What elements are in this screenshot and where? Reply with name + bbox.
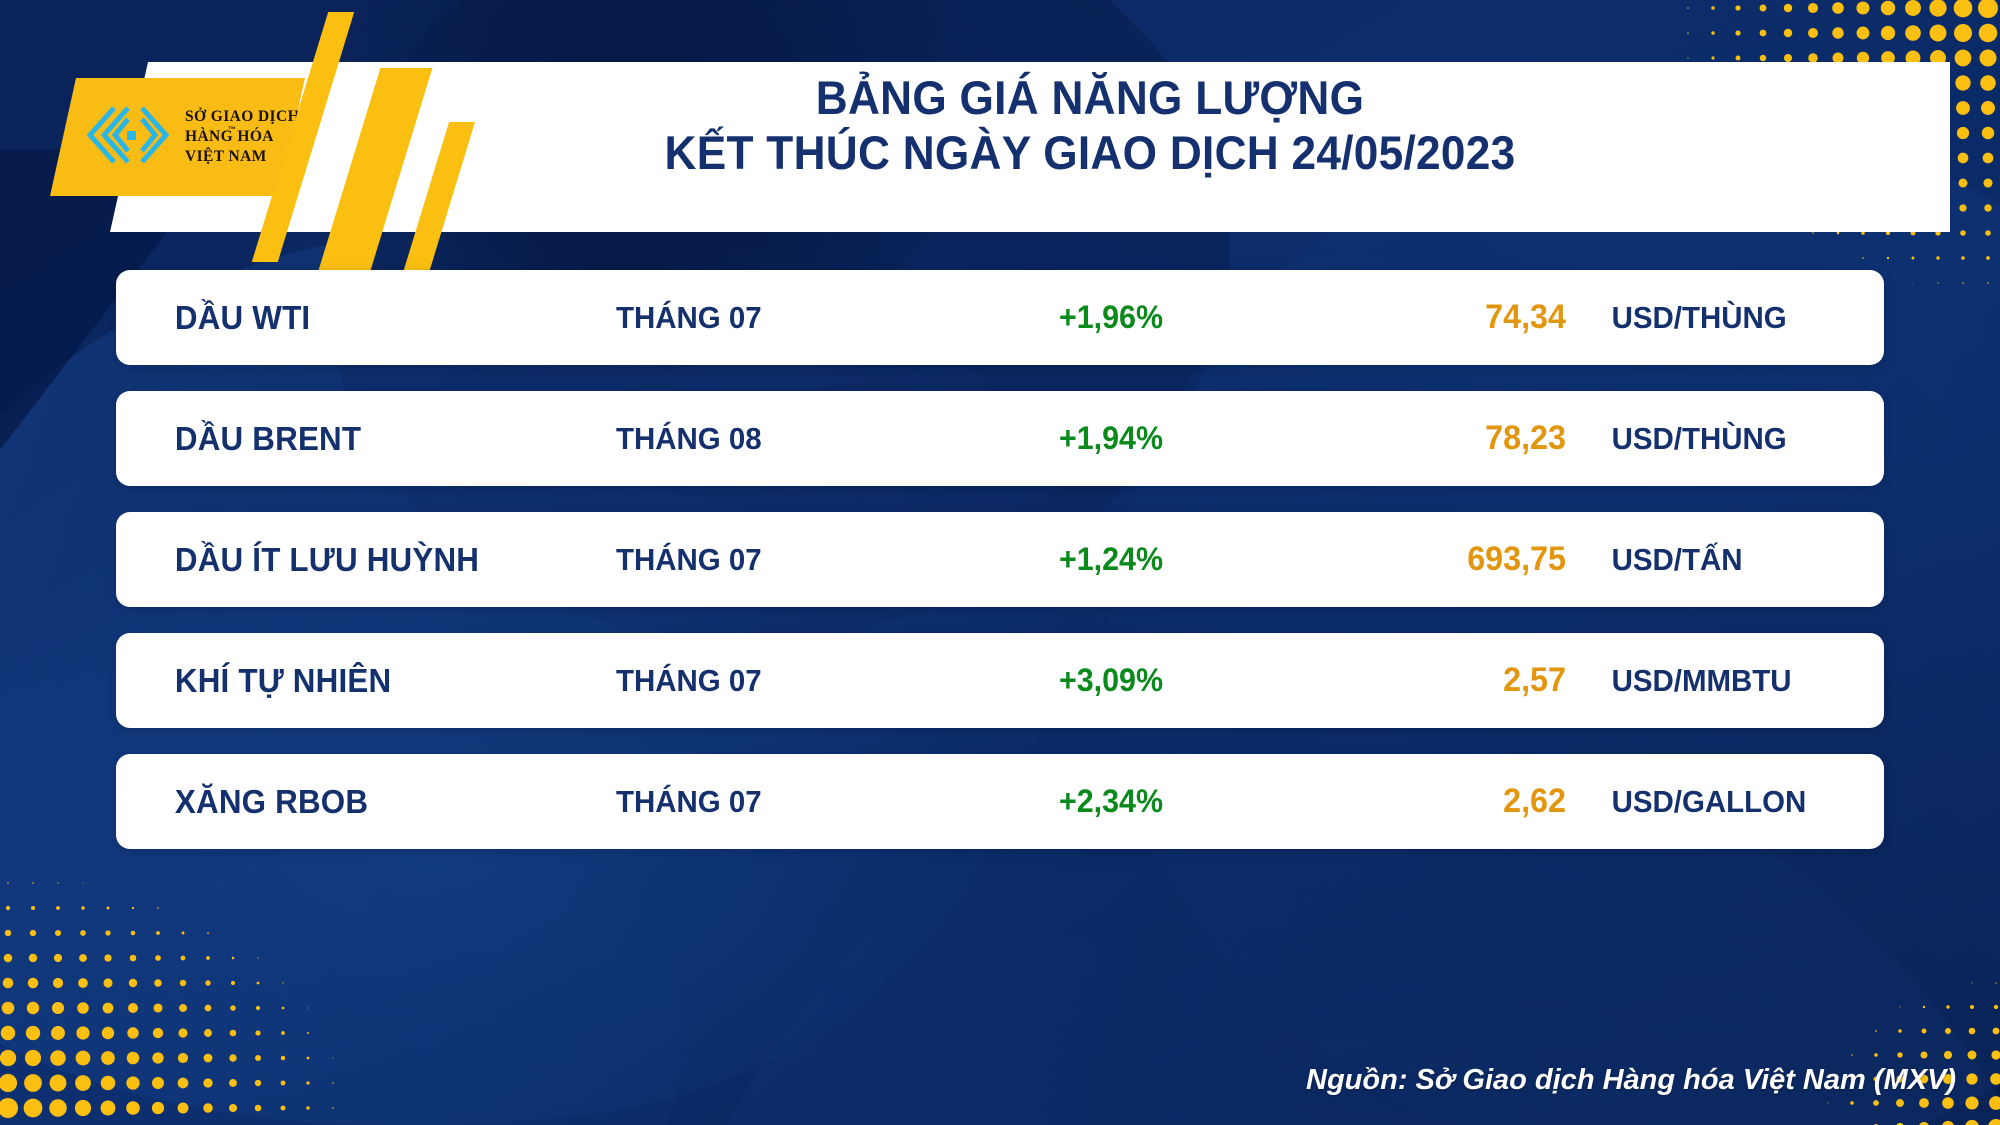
- settlement-price: 78,23: [1485, 419, 1566, 457]
- change-percent: +1,94%: [1059, 420, 1163, 456]
- change-percent: +2,34%: [1059, 783, 1163, 819]
- settlement-price: 2,62: [1503, 782, 1566, 820]
- settlement-price: 693,75: [1467, 540, 1566, 578]
- source-note: Nguồn: Sở Giao dịch Hàng hóa Việt Nam (M…: [1306, 1064, 1956, 1096]
- mxv-logo-icon: [84, 104, 176, 171]
- commodity-name: DẦU WTI: [174, 298, 311, 336]
- title-line-2: KẾT THÚC NGÀY GIAO DỊCH 24/05/2023: [664, 125, 1516, 179]
- halftone-dots-bottom-left: [0, 875, 340, 1125]
- commodity-name: DẦU BRENT: [174, 419, 362, 457]
- change-percent: +1,96%: [1059, 299, 1163, 335]
- contract-month: THÁNG 07: [616, 299, 762, 335]
- price-table: DẦU WTI THÁNG 07 +1,96% 74,34 USD/THÙNG DẦU B…: [0, 270, 2000, 875]
- brand-line-3: VIỆT NAM: [185, 148, 267, 166]
- change-percent: +3,09%: [1059, 662, 1163, 698]
- table-row: DẦU BRENT THÁNG 08 +1,94% 78,23 USD/THÙNG: [116, 391, 1884, 486]
- table-row: XĂNG RBOB THÁNG 07 +2,34% 2,62 USD/GALLON: [116, 754, 1884, 849]
- brand-logo: SỞ GIAO DỊCH HÀNG HÓA VIỆT NAM ™: [50, 78, 305, 196]
- price-unit: USD/TẤN: [1611, 541, 1743, 577]
- commodity-name: KHÍ TỰ NHIÊN: [174, 661, 392, 699]
- change-percent: +1,24%: [1059, 541, 1163, 577]
- contract-month: THÁNG 07: [616, 783, 762, 819]
- contract-month: THÁNG 08: [616, 420, 762, 456]
- page-title: BẢNG GIÁ NĂNG LƯỢNG KẾT THÚC NGÀY GIAO D…: [560, 71, 1620, 180]
- commodity-name: DẦU ÍT LƯU HUỲNH: [174, 540, 480, 578]
- price-unit: USD/THÙNG: [1611, 299, 1787, 335]
- table-row: DẦU ÍT LƯU HUỲNH THÁNG 07 +1,24% 693,75 USD/…: [116, 512, 1884, 607]
- table-row: DẦU WTI THÁNG 07 +1,96% 74,34 USD/THÙNG: [116, 270, 1884, 365]
- brand-wordmark: SỞ GIAO DỊCH HÀNG HÓA VIỆT NAM: [185, 107, 300, 167]
- contract-month: THÁNG 07: [616, 541, 762, 577]
- commodity-name: XĂNG RBOB: [174, 782, 369, 820]
- price-unit: USD/THÙNG: [1611, 420, 1787, 456]
- table-row: KHÍ TỰ NHIÊN THÁNG 07 +3,09% 2,57 USD/MMBTU: [116, 633, 1884, 728]
- brand-line-2: HÀNG HÓA: [185, 127, 274, 145]
- price-unit: USD/GALLON: [1611, 783, 1807, 819]
- halftone-dots-bottom-right: [1820, 975, 2000, 1125]
- price-unit: USD/MMBTU: [1611, 662, 1792, 698]
- brand-line-1: SỞ GIAO DỊCH: [185, 107, 301, 125]
- contract-month: THÁNG 07: [616, 662, 762, 698]
- settlement-price: 2,57: [1503, 661, 1566, 699]
- trademark-icon: ™: [228, 125, 236, 134]
- header-band: BẢNG GIÁ NĂNG LƯỢNG KẾT THÚC NGÀY GIAO D…: [0, 12, 2000, 312]
- settlement-price: 74,34: [1485, 298, 1566, 336]
- title-line-1: BẢNG GIÁ NĂNG LƯỢNG: [815, 71, 1365, 124]
